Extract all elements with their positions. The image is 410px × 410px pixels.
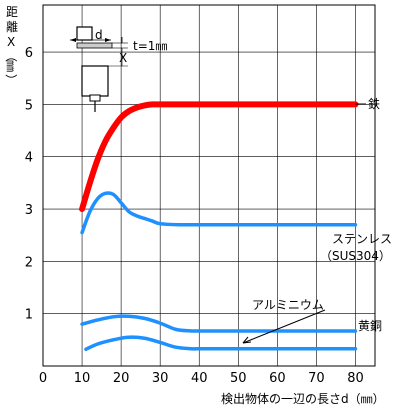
label-tetsu: 鉄 <box>368 96 380 111</box>
y-tick-label: 5 <box>25 98 33 113</box>
plot-frame <box>42 4 376 367</box>
label-brass: 黄銅 <box>358 319 382 333</box>
inset-label-t: t=1㎜ <box>133 39 167 53</box>
x-tick-label: 20 <box>113 371 130 386</box>
x-tick-label: 60 <box>269 371 286 386</box>
sensor-lens-icon <box>89 94 101 102</box>
x-tick-label: 30 <box>152 371 169 386</box>
label-aluminum: アルミニウム <box>252 298 324 312</box>
label-sus304: （SUS304） <box>320 249 391 263</box>
x-axis-title: 検出物体の一辺の長さd（㎜） <box>221 392 385 406</box>
y-tick-labels: 1 2 3 4 5 6 <box>25 46 33 323</box>
y-tick-label: 6 <box>25 46 33 61</box>
target-plate-icon <box>76 42 113 49</box>
y-axis-title: 距 離 X （ ㎜ ） <box>4 5 18 86</box>
x-tick-label: 0 <box>39 371 47 386</box>
series-line-stainless <box>80 191 358 235</box>
x-tick-label: 40 <box>191 371 208 386</box>
series-line-brass <box>84 335 358 352</box>
x-tick-label: 10 <box>74 371 91 386</box>
series-lines <box>79 101 359 352</box>
y-axis-title-char: 離 <box>6 20 18 34</box>
y-axis-title-char: ） <box>4 74 18 86</box>
leader-aluminum-arrow-b <box>242 336 249 344</box>
target-square-icon <box>76 26 93 41</box>
x-tick-label: 80 <box>347 371 364 386</box>
inset-d-arrowhead-right <box>105 38 111 42</box>
label-stainless: ステンレス <box>332 232 392 246</box>
leader-aluminum <box>242 309 326 344</box>
y-tick-label: 3 <box>25 203 33 218</box>
x-tick-labels: 0 10 20 30 40 50 60 70 80 <box>39 371 364 386</box>
sensor-body-icon <box>81 65 109 97</box>
y-axis-title-char: X <box>7 35 15 49</box>
series-line-tetsu <box>79 101 359 213</box>
inset-diagram: d t=1㎜ X <box>70 26 167 112</box>
leader-aluminum-arrow-a <box>242 341 252 344</box>
inset-d-arrowhead-left <box>70 38 76 42</box>
y-tick-label: 2 <box>25 255 33 270</box>
x-tick-label: 50 <box>230 371 247 386</box>
series-line-aluminum <box>80 314 358 333</box>
y-axis-title-char: ㎜ <box>4 60 18 72</box>
y-axis-title-char: （ <box>4 50 18 62</box>
y-tick-label: 1 <box>25 308 33 323</box>
grid-lines <box>43 5 375 366</box>
x-tick-label: 70 <box>308 371 325 386</box>
label-leaders <box>242 103 366 344</box>
y-tick-label: 4 <box>25 151 33 166</box>
inset-label-d: d <box>95 28 103 42</box>
y-axis-title-char: 距 <box>6 5 18 19</box>
inset-label-x: X <box>119 51 127 65</box>
